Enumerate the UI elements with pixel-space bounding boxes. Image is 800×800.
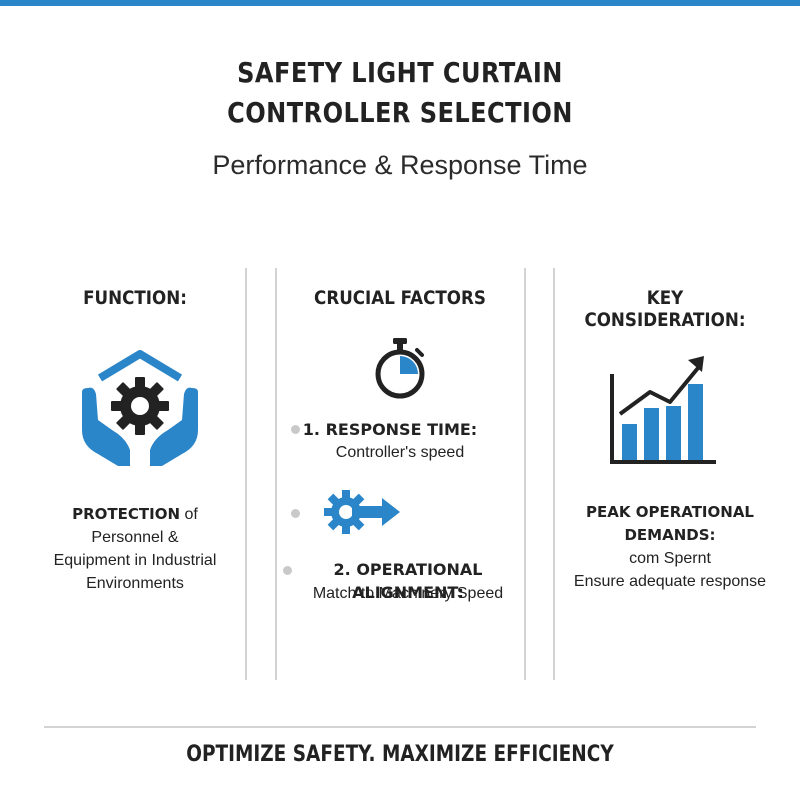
consideration-description: PEAK OPERATIONAL DEMANDS: com Spernt Ens… <box>560 501 780 593</box>
bullet-point <box>291 425 300 434</box>
footer-divider <box>44 726 756 728</box>
stopwatch-icon <box>375 338 425 399</box>
page-subtitle: Performance & Response Time <box>212 150 588 180</box>
hands-gear-shield-icon <box>82 350 198 466</box>
page-title-line-2: CONTROLLER SELECTION <box>227 96 573 129</box>
consideration-line-1: PEAK OPERATIONAL <box>586 503 754 521</box>
function-description: PROTECTION of Personnel & Equipment in I… <box>30 503 240 595</box>
column-divider <box>245 268 247 680</box>
function-text-line-4: Environments <box>86 575 184 592</box>
operational-alignment-desc: Match to Machinery Speed <box>312 585 504 602</box>
column-divider <box>275 268 277 680</box>
bar-chart-trend-icon <box>610 356 716 464</box>
consideration-line-4: Ensure adequate response <box>573 573 767 590</box>
function-text-line-2: Personnel & <box>91 529 179 546</box>
page-title-line-1: SAFETY LIGHT CURTAIN <box>237 56 563 89</box>
column-divider <box>553 268 555 680</box>
function-text-bold: PROTECTION <box>72 505 181 523</box>
factors-heading: CRUCIAL FACTORS <box>314 287 486 309</box>
footer-tagline: OPTIMIZE SAFETY. MAXIMIZE EFFICIENCY <box>186 742 614 767</box>
function-text-line-3: Equipment in Industrial <box>53 552 217 569</box>
consideration-line-2: DEMANDS: <box>624 526 716 544</box>
consideration-line-3: com Spernt <box>629 550 711 567</box>
top-accent-bar <box>0 0 800 6</box>
response-time-title: 1. RESPONSE TIME: <box>302 420 478 439</box>
gear-arrow-icon <box>324 490 400 534</box>
response-time-desc: Controller's speed <box>335 444 465 461</box>
function-text-rest: of <box>180 506 198 523</box>
column-divider <box>524 268 526 680</box>
function-heading: FUNCTION: <box>83 287 187 309</box>
bullet-point <box>291 509 300 518</box>
bullet-point <box>283 566 292 575</box>
consideration-heading: KEY CONSIDERATION: <box>584 287 746 331</box>
operational-alignment-title: 2. OPERATIONAL ALIGNMENT: <box>333 560 483 602</box>
